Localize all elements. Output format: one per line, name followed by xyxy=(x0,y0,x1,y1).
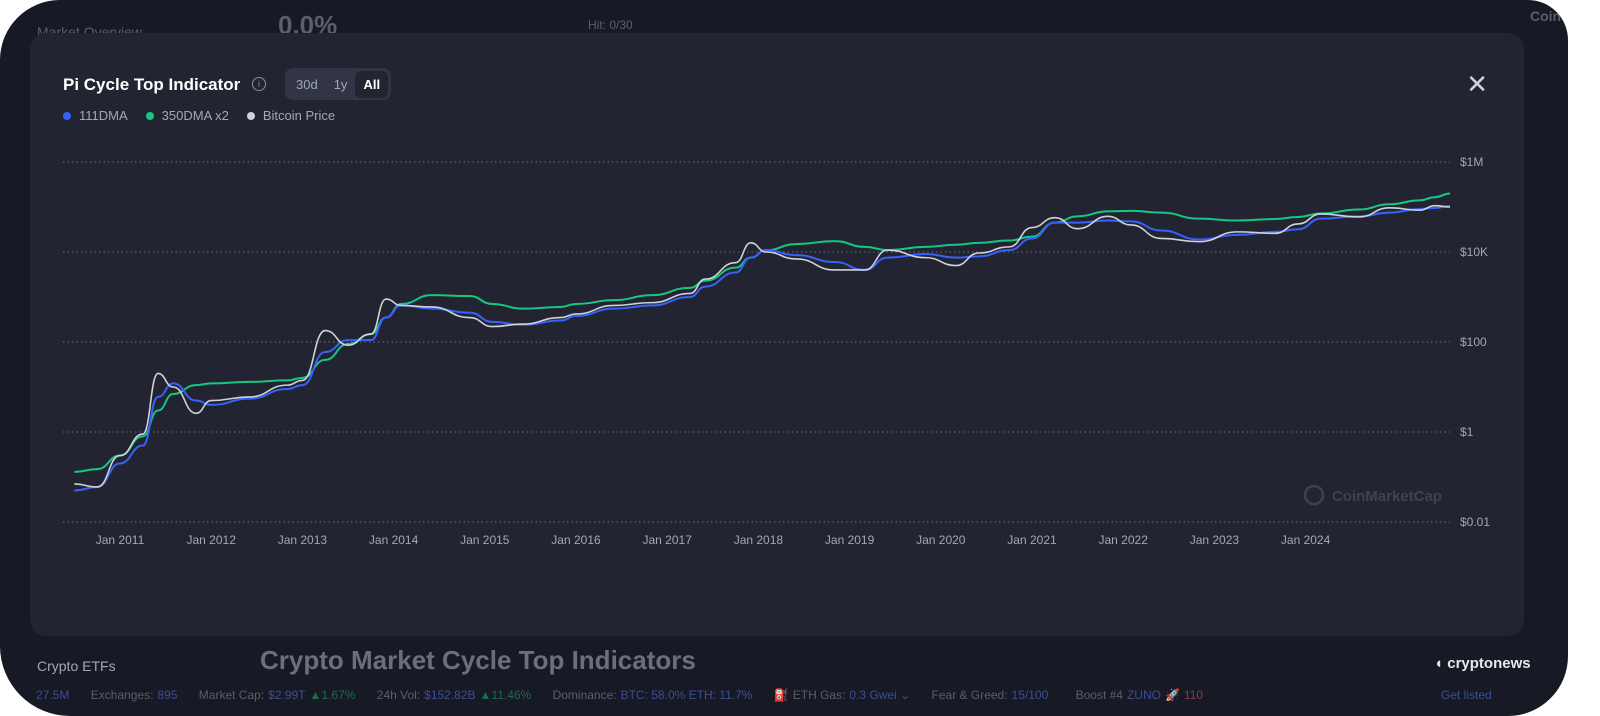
x-tick-label: Jan 2024 xyxy=(1281,533,1331,547)
cryptonews-icon: ◖ xyxy=(1434,655,1448,672)
legend-dot xyxy=(63,112,71,120)
modal-title: Pi Cycle Top Indicator xyxy=(63,75,241,94)
ticker-mcap-label: Market Cap: xyxy=(198,688,265,702)
x-tick-label: Jan 2017 xyxy=(643,533,693,547)
chart-legend: 111DMA 350DMA x2 Bitcoin Price xyxy=(63,108,335,123)
cmc-logo-icon xyxy=(1303,484,1325,506)
ticker-vol-change: ▲11.46% xyxy=(479,688,532,702)
legend-item-price[interactable]: Bitcoin Price xyxy=(246,108,336,123)
range-30d[interactable]: 30d xyxy=(296,76,318,92)
ticker-mcap[interactable]: $2.99T xyxy=(268,688,306,702)
x-tick-label: Jan 2021 xyxy=(1007,533,1057,547)
range-all[interactable]: All xyxy=(355,70,389,98)
legend-item-350dma[interactable]: 350DMA x2 xyxy=(145,108,229,123)
x-tick-label: Jan 2016 xyxy=(551,533,601,547)
x-tick-label: Jan 2011 xyxy=(96,533,145,547)
ticker-boost: Boost #4 xyxy=(1075,688,1123,702)
ticker-vol[interactable]: $152.82B xyxy=(424,688,476,702)
y-tick-label: $1 xyxy=(1460,425,1474,439)
ticker-bar: 27.5M Exchanges: 895 Market Cap: $2.99T ▲1.… xyxy=(0,688,1568,708)
x-tick-label: Jan 2022 xyxy=(1099,533,1149,547)
series-line-111dma xyxy=(74,205,1451,492)
range-selector: 30d 1y All xyxy=(285,68,392,100)
legend-label: 350DMA x2 xyxy=(161,108,229,123)
sidebar-crypto-etfs[interactable]: Crypto ETFs xyxy=(37,658,116,674)
legend-label: 111DMA xyxy=(79,108,128,123)
hit-count: Hit: 0/30 xyxy=(588,18,633,32)
x-tick-label: Jan 2014 xyxy=(369,533,419,547)
info-icon[interactable]: i xyxy=(252,77,266,91)
get-listed-link[interactable]: Get listed xyxy=(1441,688,1492,702)
x-tick-label: Jan 2015 xyxy=(460,533,510,547)
y-tick-label: $10K xyxy=(1460,245,1488,259)
x-tick-label: Jan 2018 xyxy=(734,533,784,547)
pi-cycle-modal: Pi Cycle Top Indicator i 30d 1y All 111D… xyxy=(30,33,1524,636)
ticker-dom[interactable]: BTC: 58.0% ETH: 11.7% xyxy=(620,688,753,702)
gas-icon: ⛽ xyxy=(773,688,789,702)
ticker-fg-label: Fear & Greed: xyxy=(931,688,1008,702)
x-tick-label: Jan 2019 xyxy=(825,533,875,547)
ticker-gas-label: ETH Gas: xyxy=(792,688,846,702)
legend-dot xyxy=(145,112,154,120)
y-tick-label: $1M xyxy=(1460,155,1483,169)
ticker-exchanges-label: Exchanges: xyxy=(90,688,154,702)
legend-item-111dma[interactable]: 111DMA xyxy=(63,108,128,123)
cmc-watermark-bg: CoinMarketCap xyxy=(1530,8,1568,24)
ticker-dom-label: Dominance: xyxy=(552,688,617,702)
ticker-vol-label: 24h Vol: xyxy=(376,688,421,702)
ticker-fg[interactable]: 15/100 xyxy=(1011,688,1049,702)
x-tick-label: Jan 2020 xyxy=(916,533,966,547)
y-tick-label: $0.01 xyxy=(1460,515,1490,529)
y-tick-label: $100 xyxy=(1460,335,1487,349)
x-tick-label: Jan 2023 xyxy=(1190,533,1240,547)
ticker-boost-coin[interactable]: ZUNO xyxy=(1126,688,1161,702)
cmc-watermark: CoinMarketCap xyxy=(1332,488,1442,505)
cryptonews-text: cryptonews xyxy=(1447,655,1531,672)
cryptonews-logo: ◖ cryptonews xyxy=(1434,655,1531,672)
ticker-mcap-change: ▲1.67% xyxy=(309,688,356,702)
ticker-exchanges[interactable]: 895 xyxy=(157,688,178,702)
ticker-gas[interactable]: 0.3 Gwei ⌄ xyxy=(849,688,911,702)
x-tick-label: Jan 2012 xyxy=(187,533,237,547)
legend-label: Bitcoin Price xyxy=(262,108,336,123)
ticker-partial: 27.5M xyxy=(36,688,70,702)
range-1y[interactable]: 1y xyxy=(333,76,348,92)
series-line-bitcoin-price xyxy=(74,204,1451,488)
close-icon[interactable]: ✕ xyxy=(1466,69,1488,99)
rocket-icon: 🚀 xyxy=(1164,688,1180,702)
series-line-350dma-x2 xyxy=(74,192,1451,473)
x-tick-label: Jan 2013 xyxy=(278,533,328,547)
legend-dot xyxy=(246,112,255,120)
page-heading: Crypto Market Cycle Top Indicators xyxy=(260,645,696,675)
ticker-boost-count: 110 xyxy=(1183,688,1204,702)
